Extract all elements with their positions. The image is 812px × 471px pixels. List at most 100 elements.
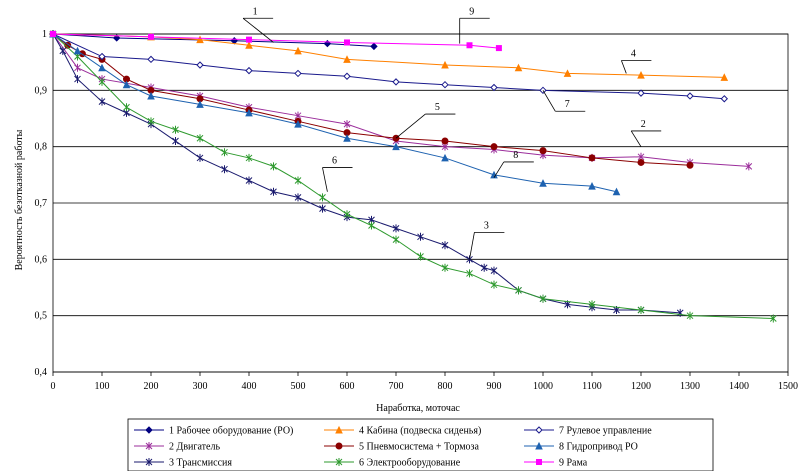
data-point	[98, 52, 106, 61]
data-point	[335, 425, 343, 434]
data-point	[319, 193, 326, 202]
series-9	[50, 31, 502, 52]
data-point	[588, 300, 596, 309]
data-point	[480, 263, 488, 272]
data-point	[196, 61, 204, 69]
legend-item: 1 Рабочее оборудование (РО)	[134, 426, 293, 437]
callout-leader	[630, 130, 642, 147]
legend: 1 Рабочее оборудование (РО) 2 Двигатель 3 …	[127, 418, 714, 471]
data-point	[270, 162, 277, 171]
series-line	[52, 33, 691, 166]
series-line	[52, 33, 499, 49]
data-point	[245, 66, 253, 75]
data-point	[536, 459, 542, 465]
data-point	[147, 91, 155, 100]
data-point	[563, 69, 572, 77]
series-line	[52, 33, 681, 314]
legend-label: 9 Рама	[559, 458, 588, 469]
x-tick-label: 800	[438, 381, 453, 392]
data-point	[720, 73, 729, 81]
data-point	[319, 204, 326, 213]
callout-leader	[493, 161, 505, 178]
series-5	[49, 30, 694, 169]
legend-item: 6 Электрооборудование	[324, 458, 461, 469]
data-point	[148, 33, 154, 40]
callout-leader	[322, 167, 328, 192]
data-point	[221, 148, 228, 157]
legend-item: 5 Пневмосистема + Тормоза	[324, 442, 479, 453]
series-line	[52, 33, 774, 319]
data-point	[490, 83, 498, 92]
data-point	[50, 31, 56, 37]
data-point	[172, 137, 179, 146]
data-point	[196, 100, 204, 108]
y-tick-label: 0,4	[35, 367, 48, 378]
data-point	[74, 63, 81, 72]
data-point	[535, 441, 543, 450]
data-point	[343, 55, 351, 63]
data-point	[343, 210, 351, 219]
data-point	[720, 95, 729, 103]
callout-label: 5	[435, 102, 440, 113]
legend-item: 2 Двигатель	[134, 442, 220, 453]
data-point	[122, 80, 131, 89]
data-point	[515, 286, 522, 295]
x-tick-label: 500	[291, 381, 306, 392]
data-point	[344, 39, 350, 46]
x-tick-label: 1400	[729, 381, 749, 392]
data-point	[392, 235, 400, 244]
legend-label: 1 Рабочее оборудование (РО)	[169, 426, 293, 437]
data-point	[637, 306, 645, 315]
data-point	[588, 181, 596, 190]
data-point	[490, 280, 498, 289]
callout-leader	[621, 60, 627, 74]
data-point	[246, 36, 252, 43]
callout-leader	[395, 113, 426, 139]
legend-item: 8 Гидропривод РО	[524, 442, 638, 453]
x-tick-label: 300	[193, 381, 208, 392]
data-point	[368, 221, 375, 230]
y-tick-label: 1	[42, 29, 47, 40]
y-axis-label: Вероятность безотказной работы	[14, 129, 25, 270]
data-point	[686, 161, 694, 169]
data-point	[245, 176, 253, 185]
data-point	[539, 179, 547, 187]
callout-label: 7	[565, 99, 570, 110]
data-point	[172, 125, 179, 134]
data-point	[637, 71, 645, 79]
data-point	[335, 458, 343, 466]
data-point	[539, 147, 547, 155]
legend-label: 4 Кабина (подвеска сиденья)	[359, 426, 481, 437]
series-3	[49, 30, 684, 317]
data-point	[466, 269, 473, 278]
series-6	[49, 30, 777, 323]
x-tick-label: 200	[144, 381, 159, 392]
x-tick-label: 700	[389, 381, 404, 392]
data-point	[466, 42, 473, 49]
data-point	[514, 63, 523, 72]
data-point	[490, 266, 498, 275]
data-point	[73, 46, 82, 55]
callout-label: 8	[513, 150, 518, 161]
data-point	[98, 77, 106, 86]
x-tick-label: 0	[51, 381, 56, 392]
data-point	[145, 442, 153, 450]
x-tick-label: 1500	[778, 381, 798, 392]
data-point	[335, 442, 343, 450]
data-point	[147, 55, 155, 64]
series-7	[49, 30, 729, 103]
data-point	[392, 224, 400, 233]
data-point	[98, 63, 106, 72]
plot-frame	[52, 33, 789, 373]
series-line	[52, 33, 725, 78]
grid-lines	[53, 33, 788, 373]
data-point	[245, 153, 253, 162]
callout-label: 2	[641, 119, 646, 130]
callout-leader	[542, 90, 556, 112]
legend-label: 2 Двигатель	[169, 442, 220, 453]
data-point	[686, 311, 694, 320]
data-point	[294, 176, 302, 185]
callout-label: 3	[484, 220, 489, 231]
data-point	[221, 165, 228, 174]
x-tick-label: 900	[487, 381, 502, 392]
